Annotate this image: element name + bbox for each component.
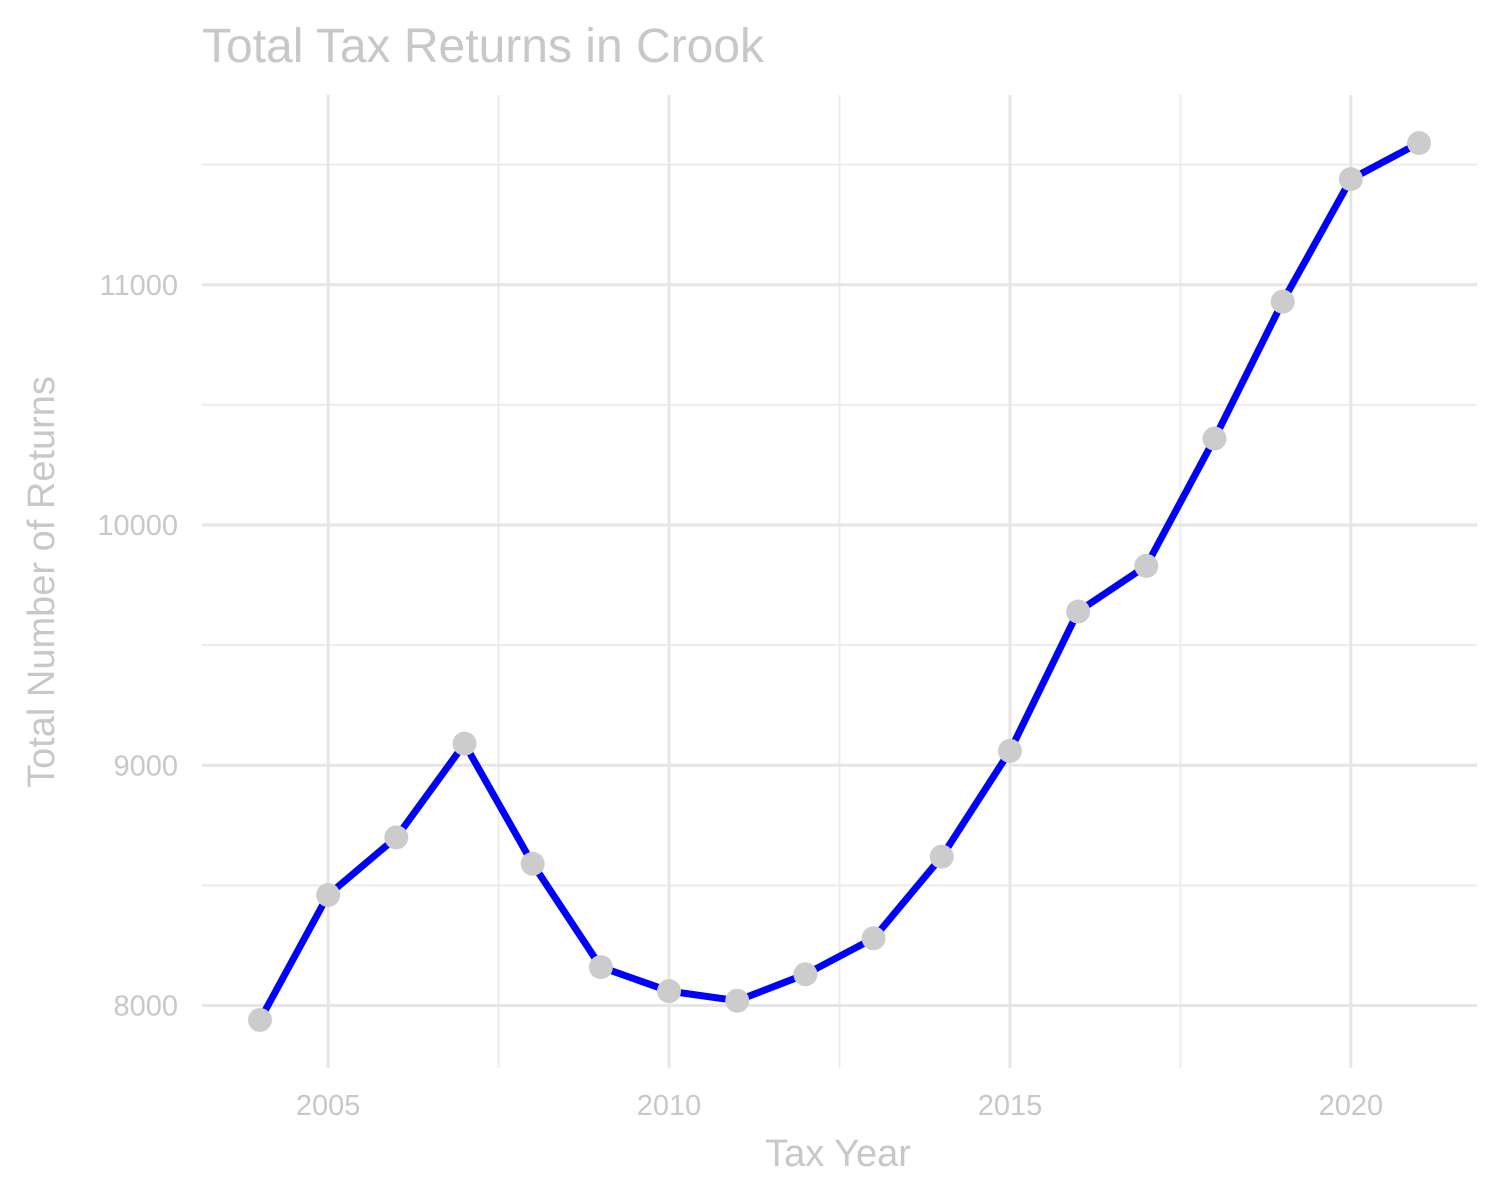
y-tick-label: 11000	[100, 270, 179, 302]
x-tick-label: 2005	[296, 1090, 361, 1122]
tick-labels: 2005 2010 2015 2020 8000 9000 10000 11000	[97, 270, 1383, 1122]
series-layer	[256, 139, 1423, 1024]
data-point	[725, 988, 750, 1013]
data-point	[1407, 131, 1432, 156]
data-point	[1270, 289, 1295, 314]
data-point	[247, 1007, 272, 1032]
data-point	[861, 926, 886, 951]
data-point	[657, 979, 682, 1004]
x-tick-label: 2020	[1319, 1090, 1384, 1122]
y-tick-label: 9000	[113, 750, 178, 782]
data-point	[520, 851, 545, 876]
data-point	[793, 962, 818, 987]
chart-title: Total Tax Returns in Crook	[202, 20, 765, 73]
grid	[202, 95, 1477, 1068]
y-axis-title: Total Number of Returns	[21, 376, 63, 788]
y-tick-label: 8000	[113, 991, 178, 1023]
data-point	[588, 955, 613, 980]
y-tick-label: 10000	[97, 510, 178, 542]
points-layer	[247, 131, 1432, 1032]
data-point	[997, 738, 1022, 763]
data-point	[929, 844, 954, 869]
series-line	[256, 139, 1423, 1024]
x-axis-title: Tax Year	[765, 1133, 911, 1175]
data-point	[1338, 167, 1363, 192]
data-point	[384, 825, 409, 850]
data-point	[1202, 426, 1227, 451]
x-tick-label: 2010	[637, 1090, 702, 1122]
x-tick-label: 2015	[978, 1090, 1043, 1122]
data-point	[1066, 599, 1091, 624]
data-point	[316, 883, 341, 908]
data-point	[452, 731, 477, 756]
data-point	[1134, 553, 1159, 578]
